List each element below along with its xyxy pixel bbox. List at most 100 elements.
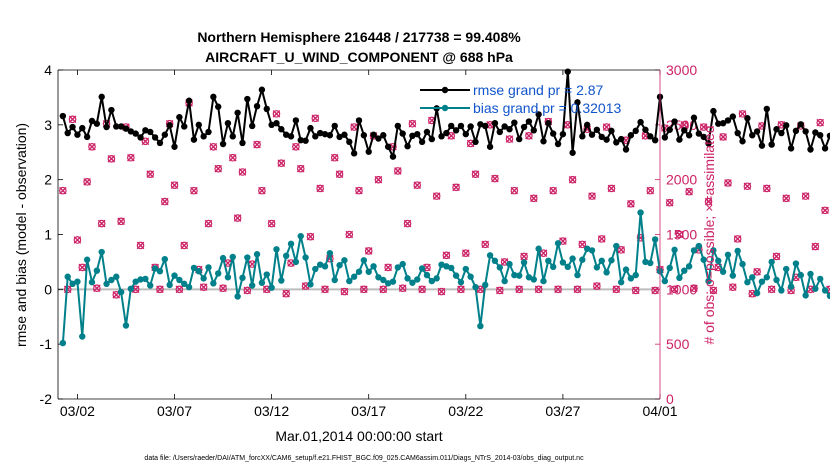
rmse-point: [545, 119, 552, 127]
obs-assimilated-point: [209, 142, 218, 151]
obs-possible-point: [811, 242, 820, 251]
bias-point: [346, 277, 353, 285]
bias-point: [457, 279, 465, 286]
rmse-point: [734, 129, 741, 137]
bias-point: [617, 279, 625, 286]
rmse-point: [161, 131, 169, 138]
obs-possible-point: [112, 291, 121, 299]
bias-point: [428, 277, 436, 285]
bias-point: [783, 265, 790, 273]
rmse-point: [74, 131, 81, 138]
obs-assimilated-point: [374, 175, 383, 184]
rmse-point: [559, 130, 567, 138]
bias-point: [83, 256, 91, 263]
rmse-point: [59, 112, 67, 120]
bias-point: [331, 276, 338, 284]
bias-point: [486, 252, 494, 259]
bias-point: [763, 274, 771, 281]
rmse-point: [93, 120, 101, 127]
rmse-point: [200, 133, 207, 140]
rmse-point: [423, 128, 431, 136]
obs-assimilated-point: [340, 287, 349, 296]
obs-possible-point: [277, 159, 286, 168]
obs-assimilated-point: [457, 285, 465, 294]
obs-possible-point: [763, 184, 771, 193]
y-tick-label: -1: [40, 336, 53, 352]
obs-assimilated-point: [549, 186, 557, 195]
rmse-point: [622, 146, 630, 153]
bias-point: [414, 276, 421, 283]
rmse-point: [127, 128, 135, 135]
obs-possible-point: [607, 184, 616, 193]
obs-possible-point: [394, 167, 402, 175]
bias-point: [700, 256, 707, 263]
x-tick-label: 03/07: [157, 403, 192, 419]
obs-possible-point: [675, 230, 684, 239]
bias-point: [234, 293, 241, 300]
rmse-point: [598, 133, 605, 141]
obs-possible-point: [398, 284, 407, 293]
rmse-point: [710, 107, 717, 115]
obs-assimilated-point: [821, 206, 829, 215]
rmse-point: [642, 126, 649, 133]
rmse-point: [491, 119, 499, 127]
obs-possible-point: [214, 164, 223, 173]
rmse-point: [108, 106, 115, 114]
rmse-point: [525, 118, 533, 125]
bias-point: [263, 271, 270, 278]
rmse-point: [661, 134, 669, 141]
bias-point: [205, 264, 212, 271]
bias-point: [365, 268, 372, 275]
bias-point: [113, 273, 120, 280]
rmse-point: [685, 132, 693, 139]
obs-assimilated-point: [117, 217, 125, 226]
obs-possible-point: [593, 282, 601, 290]
bias-point: [239, 274, 246, 282]
obs-possible-point: [588, 192, 596, 200]
obs-possible-point: [457, 285, 465, 294]
obs-assimilated-point: [282, 289, 290, 298]
obs-possible-point: [733, 235, 742, 243]
obs-possible-point: [228, 153, 237, 162]
obs-assimilated-point: [529, 194, 538, 203]
rmse-point: [705, 140, 712, 147]
y2-tick-label: 2000: [666, 172, 697, 188]
rmse-point: [569, 149, 576, 156]
rmse-point: [593, 126, 601, 133]
obs-possible-point: [93, 284, 101, 293]
bias-point: [195, 268, 202, 275]
obs-assimilated-point: [292, 142, 300, 151]
obs-possible-point: [665, 198, 674, 207]
obs-possible-point: [170, 181, 179, 189]
bias-point: [472, 283, 479, 291]
obs-assimilated-point: [316, 184, 324, 193]
obs-assimilated-point: [350, 123, 358, 131]
bias-point: [394, 264, 402, 271]
obs-assimilated-point: [127, 153, 135, 162]
rmse-point: [452, 127, 460, 134]
rmse-point: [404, 143, 411, 150]
rmse-point: [744, 115, 751, 122]
obs-assimilated-point: [675, 230, 684, 239]
rmse-point: [282, 131, 290, 138]
obs-possible-point: [340, 287, 349, 296]
bias-point: [452, 272, 460, 279]
rmse-point: [758, 142, 766, 149]
obs-possible-point: [554, 285, 562, 294]
obs-possible-point: [330, 153, 339, 162]
bias-point: [583, 245, 591, 252]
rmse-point: [676, 136, 683, 143]
obs-assimilated-point: [83, 178, 91, 186]
obs-assimilated-point: [442, 251, 451, 260]
obs-possible-point: [525, 132, 533, 140]
rmse-point: [666, 126, 673, 133]
chart-subtitle: AIRCRAFT_U_WIND_COMPONENT @ 688 hPa: [205, 49, 513, 65]
rmse-point: [428, 135, 436, 143]
bias-point: [787, 283, 795, 290]
bias-point: [147, 282, 154, 289]
bias-point: [176, 276, 183, 284]
rmse-point: [64, 129, 71, 137]
obs-assimilated-point: [432, 192, 441, 200]
rmse-point: [88, 117, 96, 125]
